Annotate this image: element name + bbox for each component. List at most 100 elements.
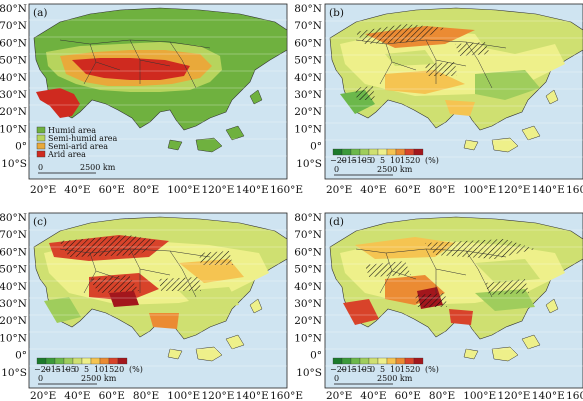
colorbar-cell	[63, 357, 74, 365]
lat-tick-label: 0°	[310, 350, 322, 362]
scalebar-dist: 2500 km	[377, 374, 413, 383]
country-borders	[355, 39, 507, 89]
significance-hatch	[425, 62, 457, 76]
significance-hatch	[365, 261, 411, 277]
colorbar-tick-label: 5	[84, 365, 89, 374]
colorbar-cell	[368, 148, 379, 156]
colorbar-tick-label: −10	[350, 365, 367, 374]
change-patch	[475, 70, 540, 100]
legend-label-arid: Arid area	[47, 150, 86, 159]
change-patch	[355, 237, 455, 259]
colorbar-cell	[332, 148, 343, 156]
legend-label-humid: Humid area	[48, 126, 96, 135]
scalebar-a-zero: 0	[38, 163, 43, 172]
panel-c: (c)−20−15−10−50 5 10 15 20 (%)0 2500 km	[28, 212, 288, 389]
lat-tick-label: 60°N	[0, 37, 27, 49]
lat-tick-label: 10°N	[0, 123, 27, 135]
colorbar-tick-label: −15	[44, 365, 61, 374]
significance-hatch	[355, 86, 375, 100]
lat-tick-label: 10°S	[1, 367, 27, 379]
colorbar-cell	[368, 357, 379, 365]
scalebar: 0 2500 km	[334, 374, 413, 385]
lon-tick-label: 120°E	[498, 184, 531, 196]
lat-tick-label: 60°N	[294, 37, 322, 49]
panel-a: (a) Humid area Semi-humid area Semi-arid…	[28, 3, 288, 180]
significance-hatch	[485, 279, 529, 295]
colorbar-cell	[99, 357, 110, 365]
lon-tick-label: 160°E	[566, 184, 583, 196]
lat-tick-label: 40°N	[0, 72, 27, 84]
lat-tick-label: 50°N	[294, 264, 322, 276]
scalebar-zero: 0	[38, 374, 43, 383]
colorbar-cell	[404, 148, 415, 156]
lat-ticks-left: 80°N 70°N 60°N 50°N 40°N 30°N 20°N 10°N 0° 10°S	[0, 3, 27, 170]
colorbar-unit: (%)	[425, 156, 439, 165]
colorbar-tick-label: 15	[104, 365, 114, 374]
lat-tick-label: 70°N	[0, 229, 27, 241]
lat-tick-label: 0°	[15, 350, 27, 362]
lat-tick-label: 70°N	[0, 20, 27, 32]
lat-tick-label: 50°N	[294, 55, 322, 67]
colorbar-tick-label: −15	[340, 156, 357, 165]
legend-swatch-semi-arid	[36, 142, 46, 150]
colorbar-unit: (%)	[129, 365, 143, 374]
lon-tick-label: 20°E	[326, 184, 352, 196]
country-borders	[59, 39, 211, 89]
colorbar-cell	[413, 148, 424, 156]
graticule	[29, 229, 287, 367]
panel-d-label: (d)	[329, 216, 344, 228]
lon-tick-label: 120°E	[202, 184, 235, 196]
colorbar-tick-label: 15	[400, 365, 410, 374]
colorbar-cell	[386, 148, 397, 156]
lat-ticks-right-bottom: 80°N 70°N 60°N 50°N 40°N 30°N 20°N 10°N 0° 10°S	[294, 212, 322, 379]
lat-tick-label: 20°N	[0, 106, 27, 118]
lat-tick-label: 30°N	[294, 298, 322, 310]
colorbar: −20−15−10−50 5 10 15 20 (%)	[34, 357, 143, 374]
lon-tick-label: 160°E	[566, 390, 583, 401]
arabia-arid	[36, 88, 80, 118]
colorbar-tick-label: −20	[330, 365, 347, 374]
lat-tick-label: 0°	[15, 141, 27, 153]
colorbar-cell	[36, 357, 47, 365]
colorbar-cell	[341, 357, 352, 365]
lon-tick-label: 60°E	[99, 390, 125, 401]
legend-swatch-humid	[36, 126, 46, 134]
colorbar-cell	[54, 357, 65, 365]
lon-tick-label: 100°E	[463, 390, 496, 401]
lat-tick-label: 60°N	[0, 246, 27, 258]
colorbar-tick-label: −20	[34, 365, 51, 374]
lon-tick-label: 120°E	[498, 390, 531, 401]
colorbar-tick-label: 0	[74, 365, 79, 374]
colorbar-cell	[377, 148, 388, 156]
panel-c-label: (c)	[33, 216, 47, 228]
significance-hatch	[199, 251, 233, 265]
lat-tick-label: 20°N	[294, 315, 322, 327]
panel-b-label: (b)	[329, 7, 344, 19]
graticule	[29, 19, 287, 157]
panel-d: (d)−20−15−10−50 5 10 15 20 (%)0 2500 km	[324, 212, 583, 389]
colorbar-tick-label: 20	[410, 156, 420, 165]
lon-tick-label: 160°E	[270, 390, 303, 401]
islands	[463, 89, 559, 153]
colorbar-cell	[341, 148, 352, 156]
lat-tick-label: 50°N	[0, 264, 27, 276]
country-borders	[355, 248, 507, 298]
scalebar-dist: 2500 km	[377, 165, 413, 174]
lat-ticks-left-bottom: 80°N 70°N 60°N 50°N 40°N 30°N 20°N 10°N 0° 10°S	[0, 212, 27, 379]
colorbar-cell	[332, 357, 343, 365]
colorbar-cell	[404, 357, 415, 365]
colorbar-cell	[350, 148, 361, 156]
colorbar-cell	[72, 357, 83, 365]
colorbar-cell	[81, 357, 92, 365]
lon-tick-label: 140°E	[236, 390, 269, 401]
colorbar-unit: (%)	[425, 365, 439, 374]
lon-tick-label: 80°E	[133, 184, 159, 196]
colorbar-tick-label: −20	[330, 156, 347, 165]
lat-tick-label: 50°N	[0, 55, 27, 67]
lon-tick-label: 140°E	[532, 184, 565, 196]
lat-tick-label: 40°N	[294, 72, 322, 84]
lon-tick-label: 160°E	[270, 184, 303, 196]
colorbar: −20−15−10−50 5 10 15 20 (%)	[330, 148, 439, 165]
significance-hatch	[59, 235, 159, 257]
